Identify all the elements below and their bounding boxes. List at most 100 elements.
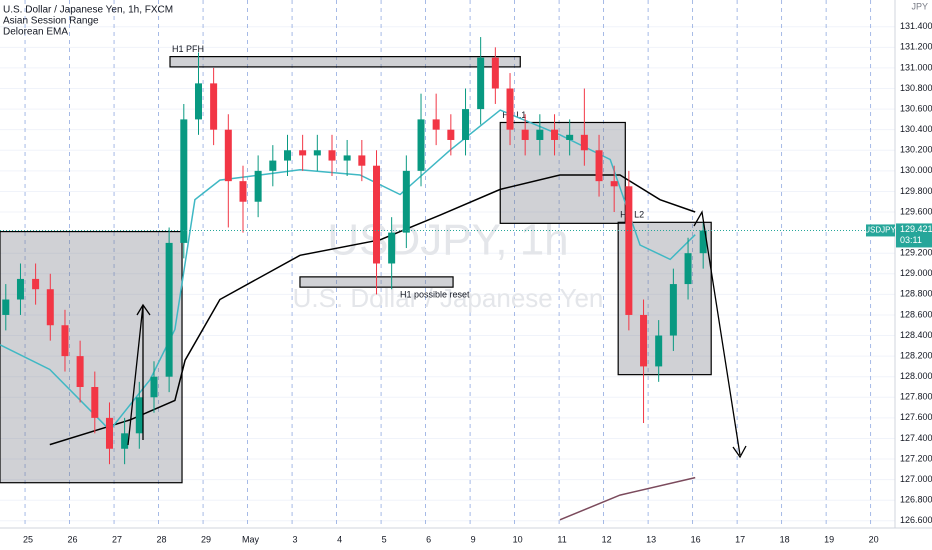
ema-line xyxy=(559,476,696,521)
price-tag: 129.421 xyxy=(900,224,932,234)
candle-body xyxy=(121,433,129,449)
y-tick-label: 131.200 xyxy=(900,42,932,52)
x-tick-label: 19 xyxy=(824,534,834,544)
y-tick-label: 131.000 xyxy=(900,62,932,72)
candle-body xyxy=(595,150,603,182)
candle-body xyxy=(284,150,292,161)
watermark-subtitle: U.S. Dollar / Japanese Yen xyxy=(293,283,604,313)
y-tick-label: 127.200 xyxy=(900,453,932,463)
candle-body xyxy=(610,181,618,187)
y-tick-label: 128.400 xyxy=(900,330,932,340)
candle-body xyxy=(135,397,143,434)
candle-body xyxy=(105,417,113,449)
candle-body xyxy=(491,57,499,89)
y-tick-label: 127.000 xyxy=(900,474,932,484)
candle-body xyxy=(506,88,514,130)
candle-body xyxy=(239,181,247,202)
ema-line xyxy=(49,174,696,446)
candle-body xyxy=(32,278,40,290)
range-box xyxy=(499,121,626,224)
y-tick-label: 126.800 xyxy=(900,495,932,505)
y-tick-label: 128.000 xyxy=(900,371,932,381)
legend-title: U.S. Dollar / Japanese Yen, 1h, FXCM xyxy=(3,5,173,16)
candle-body xyxy=(669,284,677,336)
candle-body xyxy=(566,134,574,140)
x-tick-label: 10 xyxy=(513,534,523,544)
candle-body xyxy=(150,376,158,398)
candle-body xyxy=(417,119,425,171)
candle-body xyxy=(551,129,559,140)
currency-label: JPY xyxy=(911,1,928,11)
box-label: H1 L1 xyxy=(502,110,526,120)
box-label: H1 possible reset xyxy=(400,290,470,300)
candle-body xyxy=(580,134,588,151)
x-tick-label: 25 xyxy=(23,534,33,544)
candle-body xyxy=(269,160,277,171)
y-tick-label: 130.200 xyxy=(900,145,932,155)
legend-indicator: Asian Session Range xyxy=(3,16,99,27)
x-tick-label: 11 xyxy=(557,534,566,544)
x-tick-label: 17 xyxy=(735,534,745,544)
y-tick-label: 128.800 xyxy=(900,289,932,299)
y-tick-label: 128.200 xyxy=(900,350,932,360)
x-tick-label: 4 xyxy=(337,534,342,544)
y-tick-label: 127.600 xyxy=(900,412,932,422)
candle-body xyxy=(76,356,84,387)
candle-body xyxy=(313,150,321,156)
y-tick-label: 127.800 xyxy=(900,392,932,402)
countdown: 03:11 xyxy=(900,235,922,245)
candle-body xyxy=(91,386,99,418)
x-tick-label: 6 xyxy=(426,534,431,544)
candle-body xyxy=(402,170,410,233)
box-label: H1 PFH xyxy=(172,44,204,54)
price-tag-bg xyxy=(896,223,932,248)
range-box xyxy=(0,230,183,484)
candle-body xyxy=(180,119,188,243)
x-tick-label: 20 xyxy=(869,534,879,544)
y-tick-label: 129.800 xyxy=(900,186,932,196)
candle-body xyxy=(477,57,485,110)
candle-body xyxy=(2,299,10,315)
candle-body xyxy=(699,230,707,254)
up-arrow xyxy=(127,303,151,446)
y-tick-label: 128.600 xyxy=(900,309,932,319)
candle-body xyxy=(328,150,336,161)
x-tick-label: 27 xyxy=(112,534,122,544)
candle-body xyxy=(536,129,544,140)
candle-body xyxy=(61,325,69,357)
y-tick-label: 130.400 xyxy=(900,124,932,134)
x-tick-label: 9 xyxy=(471,534,476,544)
candle-body xyxy=(224,129,232,182)
symbol-tag: USDJPY xyxy=(864,226,896,235)
x-tick-label: 5 xyxy=(382,534,387,544)
y-tick-label: 131.400 xyxy=(900,21,932,31)
y-tick-label: 126.600 xyxy=(900,515,932,525)
x-tick-label: 18 xyxy=(780,534,790,544)
y-tick-label: 129.200 xyxy=(900,248,932,258)
y-tick-label: 129.000 xyxy=(900,268,932,278)
candle-body xyxy=(165,242,173,377)
candle-body xyxy=(358,155,366,166)
down-arrow xyxy=(693,210,747,459)
candle-body xyxy=(46,289,54,326)
x-tick-label: 26 xyxy=(68,534,78,544)
x-tick-label: 16 xyxy=(691,534,701,544)
range-box xyxy=(617,221,712,376)
candle-body xyxy=(388,232,396,264)
x-tick-label: 28 xyxy=(157,534,167,544)
y-tick-label: 130.600 xyxy=(900,103,932,113)
candle-body xyxy=(521,129,529,140)
symbol-tag-bg xyxy=(866,224,895,237)
y-tick-label: 130.000 xyxy=(900,165,932,175)
x-tick-label: 12 xyxy=(602,534,612,544)
candle-body xyxy=(447,129,455,140)
x-tick-label: 13 xyxy=(646,534,656,544)
x-tick-label: 29 xyxy=(201,534,211,544)
candle-body xyxy=(210,83,218,130)
range-box xyxy=(169,56,521,68)
x-tick-label: May xyxy=(242,534,260,544)
candle-body xyxy=(16,278,24,300)
y-tick-label: 129.600 xyxy=(900,206,932,216)
candle-body xyxy=(343,155,351,161)
candle-body xyxy=(640,314,648,367)
